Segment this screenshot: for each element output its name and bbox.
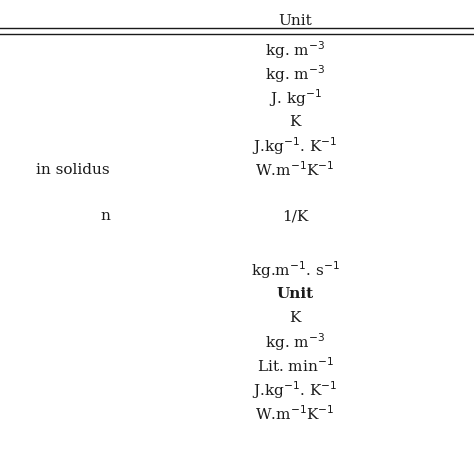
Text: in solidus: in solidus <box>36 163 110 177</box>
Text: J.kg$^{-1}$. K$^{-1}$: J.kg$^{-1}$. K$^{-1}$ <box>252 379 338 401</box>
Text: J. kg$^{-1}$: J. kg$^{-1}$ <box>269 87 321 109</box>
Text: kg.m$^{-1}$. s$^{-1}$: kg.m$^{-1}$. s$^{-1}$ <box>250 259 339 281</box>
Text: kg. m$^{-3}$: kg. m$^{-3}$ <box>265 39 325 61</box>
Text: W.m$^{-1}$K$^{-1}$: W.m$^{-1}$K$^{-1}$ <box>255 405 335 423</box>
Text: kg. m$^{-3}$: kg. m$^{-3}$ <box>265 63 325 85</box>
Text: Lit. min$^{-1}$: Lit. min$^{-1}$ <box>256 356 333 375</box>
Text: kg. m$^{-3}$: kg. m$^{-3}$ <box>265 331 325 353</box>
Text: K: K <box>289 115 301 129</box>
Text: W.m$^{-1}$K$^{-1}$: W.m$^{-1}$K$^{-1}$ <box>255 161 335 179</box>
Text: J.kg$^{-1}$. K$^{-1}$: J.kg$^{-1}$. K$^{-1}$ <box>252 135 338 157</box>
Text: Unit: Unit <box>276 287 314 301</box>
Text: K: K <box>289 311 301 325</box>
Text: Unit: Unit <box>278 14 312 28</box>
Text: n: n <box>100 209 110 223</box>
Text: 1/K: 1/K <box>282 209 308 223</box>
